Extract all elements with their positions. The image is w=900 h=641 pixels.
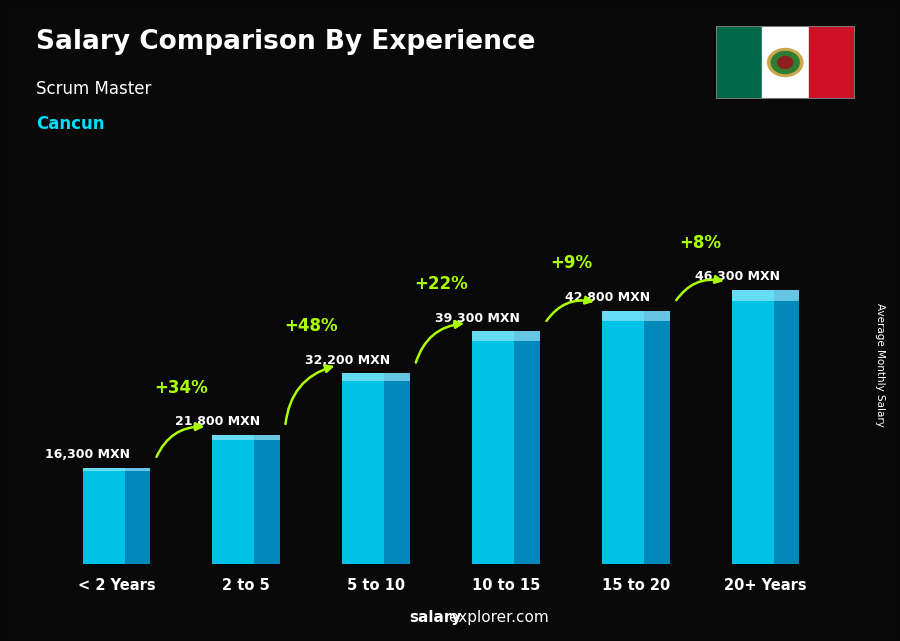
Text: 32,200 MXN: 32,200 MXN: [305, 354, 390, 367]
FancyArrowPatch shape: [416, 321, 462, 363]
Text: Salary Comparison By Experience: Salary Comparison By Experience: [36, 29, 536, 55]
Text: +34%: +34%: [155, 379, 208, 397]
Text: salary: salary: [410, 610, 462, 625]
FancyBboxPatch shape: [602, 311, 644, 564]
FancyBboxPatch shape: [212, 435, 255, 564]
Circle shape: [778, 56, 793, 69]
Text: Scrum Master: Scrum Master: [36, 80, 151, 98]
FancyBboxPatch shape: [732, 290, 799, 564]
FancyArrowPatch shape: [157, 423, 202, 457]
FancyBboxPatch shape: [342, 374, 410, 564]
Text: Cancun: Cancun: [36, 115, 104, 133]
Text: 46,300 MXN: 46,300 MXN: [695, 270, 779, 283]
FancyBboxPatch shape: [212, 435, 280, 440]
Text: 39,300 MXN: 39,300 MXN: [435, 312, 520, 324]
Bar: [808, 26, 855, 99]
Text: +9%: +9%: [550, 254, 592, 272]
FancyBboxPatch shape: [83, 467, 150, 471]
FancyBboxPatch shape: [602, 311, 670, 564]
FancyBboxPatch shape: [472, 331, 540, 564]
Bar: [762, 26, 808, 99]
Text: explorer.com: explorer.com: [410, 610, 549, 625]
FancyBboxPatch shape: [83, 467, 150, 564]
FancyArrowPatch shape: [546, 297, 591, 321]
FancyBboxPatch shape: [472, 331, 514, 564]
FancyBboxPatch shape: [472, 331, 540, 341]
Text: +48%: +48%: [284, 317, 338, 335]
FancyArrowPatch shape: [285, 365, 332, 424]
FancyArrowPatch shape: [676, 276, 721, 300]
Bar: [716, 26, 762, 99]
Text: 21,800 MXN: 21,800 MXN: [176, 415, 260, 428]
FancyBboxPatch shape: [342, 374, 384, 564]
Circle shape: [771, 51, 799, 74]
FancyBboxPatch shape: [83, 467, 124, 564]
FancyBboxPatch shape: [602, 311, 670, 321]
FancyBboxPatch shape: [342, 374, 410, 381]
Text: +8%: +8%: [680, 233, 722, 252]
Circle shape: [768, 49, 803, 76]
FancyBboxPatch shape: [732, 290, 799, 301]
FancyBboxPatch shape: [732, 290, 774, 564]
Text: Average Monthly Salary: Average Monthly Salary: [875, 303, 886, 428]
Text: +22%: +22%: [414, 275, 468, 293]
Text: 42,800 MXN: 42,800 MXN: [564, 291, 650, 304]
FancyBboxPatch shape: [212, 435, 280, 564]
Text: 16,300 MXN: 16,300 MXN: [45, 447, 130, 461]
